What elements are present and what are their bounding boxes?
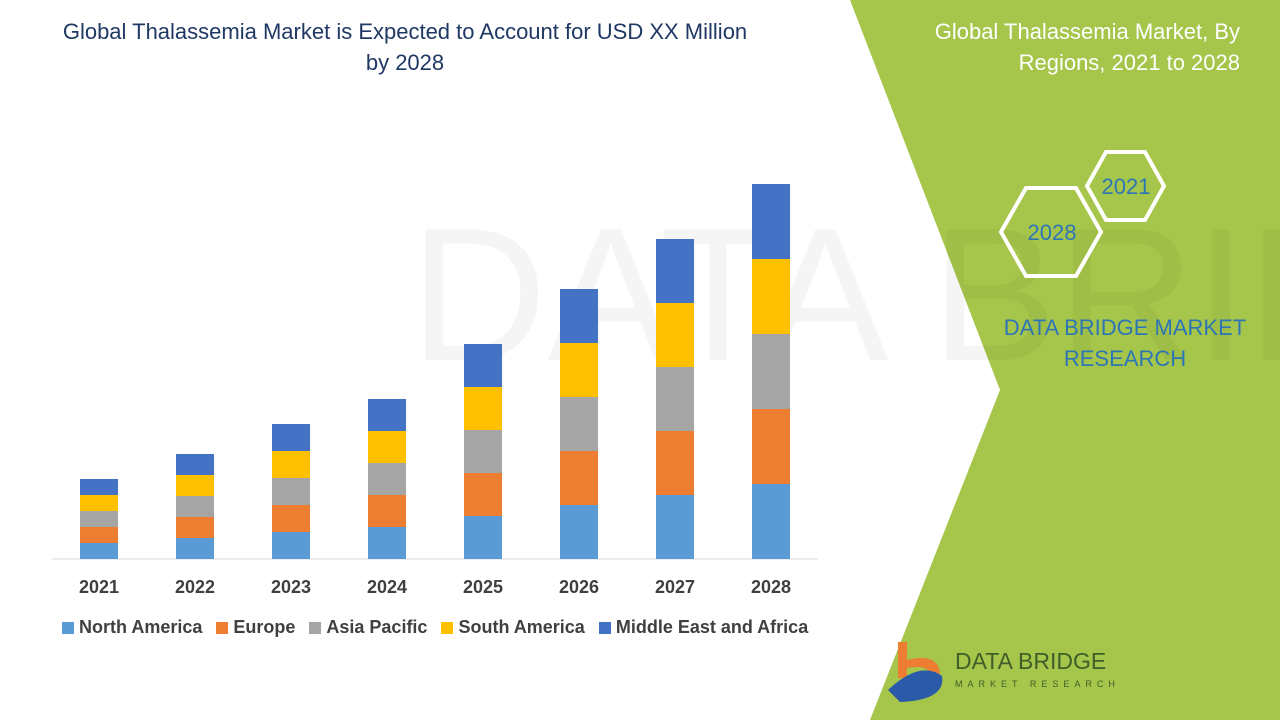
legend-item-middle-east-africa: Middle East and Africa — [598, 617, 809, 638]
bar-2023-south-america — [272, 451, 310, 478]
bar-2027-europe — [656, 431, 694, 495]
bar-2021-north-america — [80, 543, 118, 559]
bar-2022-asia-pacific — [176, 496, 214, 517]
side-panel-title: Global Thalassemia Market, By Regions, 2… — [934, 19, 1240, 75]
bar-2027-south-america — [656, 303, 694, 367]
bar-2026-middle-east-and-africa — [560, 289, 598, 343]
bar-2024-europe — [368, 495, 406, 527]
bar-2021-asia-pacific — [80, 511, 118, 527]
bar-2022-europe — [176, 517, 214, 538]
bar-2026-europe — [560, 451, 598, 505]
legend-swatch — [309, 621, 322, 634]
bar-2028-middle-east-and-africa — [752, 184, 790, 259]
bar-2028-asia-pacific — [752, 334, 790, 409]
legend-item-europe: Europe — [216, 617, 295, 638]
hexagon-2028 — [998, 186, 1104, 278]
bar-2025-south-america — [464, 387, 502, 430]
bar-2022-middle-east-and-africa — [176, 454, 214, 475]
legend-swatch — [62, 621, 74, 634]
x-tick-label: 2026 — [559, 577, 599, 597]
x-tick-label: 2028 — [751, 577, 791, 597]
bar-2023-europe — [272, 505, 310, 532]
logo-icon — [888, 642, 943, 702]
legend-label: Europe — [233, 617, 296, 637]
bar-2021-europe — [80, 527, 118, 543]
bar-2028-south-america — [752, 259, 790, 334]
legend-swatch — [216, 621, 229, 634]
hex-label-2021: 2021 — [1102, 174, 1151, 199]
bar-2027-north-america — [656, 495, 694, 559]
hex-label-2028: 2028 — [1028, 220, 1077, 245]
bar-2023-middle-east-and-africa — [272, 424, 310, 451]
bar-2021-south-america — [80, 495, 118, 511]
x-tick-label: 2027 — [655, 577, 695, 597]
bar-2026-asia-pacific — [560, 397, 598, 451]
legend-swatch — [598, 621, 611, 634]
logo-text: DATA BRIDGE — [955, 648, 1107, 674]
legend: North America Europe Asia Pacific South … — [62, 617, 808, 638]
bar-2027-middle-east-and-africa — [656, 239, 694, 303]
chart-title: Global Thalassemia Market is Expected to… — [62, 19, 748, 75]
bar-2025-europe — [464, 473, 502, 516]
bar-2024-south-america — [368, 431, 406, 463]
x-tick-label: 2022 — [175, 577, 215, 597]
bars — [80, 184, 790, 559]
brand-text: DATA BRIDGE MARKET RESEARCH — [1003, 315, 1247, 371]
bar-2022-south-america — [176, 475, 214, 496]
legend-label: Asia Pacific — [326, 617, 428, 637]
bar-2025-north-america — [464, 516, 502, 559]
x-tick-label: 2021 — [79, 577, 119, 597]
bar-2023-asia-pacific — [272, 478, 310, 505]
green-side-panel — [850, 0, 1280, 720]
legend-label: North America — [79, 617, 203, 637]
bar-2025-asia-pacific — [464, 430, 502, 473]
legend-label: Middle East and Africa — [615, 617, 809, 637]
bar-2024-north-america — [368, 527, 406, 559]
x-tick-label: 2023 — [271, 577, 311, 597]
bar-2024-asia-pacific — [368, 463, 406, 495]
bar-2026-south-america — [560, 343, 598, 397]
x-tick-label: 2025 — [463, 577, 503, 597]
bar-2024-middle-east-and-africa — [368, 399, 406, 431]
bar-2028-europe — [752, 409, 790, 484]
bar-2028-north-america — [752, 484, 790, 559]
bar-2022-north-america — [176, 538, 214, 559]
hexagon-2021 — [1084, 150, 1167, 222]
x-tick-labels: 2021 2022 2023 2024 2025 2026 2027 2028 — [79, 577, 791, 597]
logo-subtext: MARKET RESEARCH — [955, 679, 1120, 689]
bar-2026-north-america — [560, 505, 598, 559]
legend-item-asia-pacific: Asia Pacific — [309, 617, 427, 638]
legend-swatch — [441, 621, 454, 634]
x-tick-label: 2024 — [367, 577, 407, 597]
legend-label: South America — [458, 617, 585, 637]
legend-item-north-america: North America — [62, 617, 202, 638]
legend-item-south-america: South America — [441, 617, 585, 638]
bar-2023-north-america — [272, 532, 310, 559]
bar-2027-asia-pacific — [656, 367, 694, 431]
bar-2025-middle-east-and-africa — [464, 344, 502, 387]
bar-2021-middle-east-and-africa — [80, 479, 118, 495]
